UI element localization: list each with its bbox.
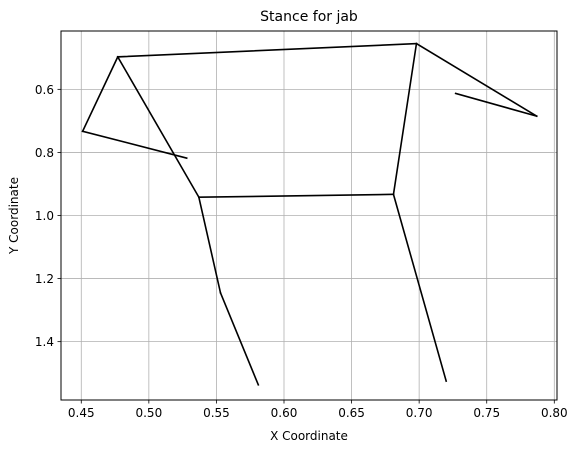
chart-title: Stance for jab bbox=[260, 9, 358, 25]
x-axis-title: X Coordinate bbox=[270, 429, 348, 443]
x-tick-label: 0.75 bbox=[473, 406, 500, 420]
x-tick-label: 0.65 bbox=[338, 406, 365, 420]
series-line-segment bbox=[392, 42, 418, 196]
y-tick-label: 1.4 bbox=[35, 335, 54, 349]
y-tick-label: 1.2 bbox=[35, 272, 54, 286]
series-line-segment bbox=[198, 193, 395, 199]
series-line-segment bbox=[116, 55, 200, 199]
series-line-segment bbox=[81, 130, 188, 160]
x-tick-label: 0.45 bbox=[68, 406, 95, 420]
x-tick-label: 0.60 bbox=[271, 406, 298, 420]
x-tick-label: 0.55 bbox=[203, 406, 230, 420]
series-line-segment bbox=[197, 196, 222, 294]
x-tick-label: 0.70 bbox=[406, 406, 433, 420]
stick-figure-lines bbox=[81, 42, 538, 386]
series-line-segment bbox=[219, 291, 260, 386]
axis-ticks: 0.45 0.50 0.55 0.60 0.65 0.70 0.75 0.80 0.6 0.8 1.… bbox=[35, 83, 568, 420]
y-axis-title: Y Coordinate bbox=[7, 177, 21, 255]
y-tick-label: 1.0 bbox=[35, 209, 54, 223]
series-line-segment bbox=[116, 42, 418, 58]
grid bbox=[61, 31, 557, 400]
y-tick-label: 0.8 bbox=[35, 146, 54, 160]
series-line-segment bbox=[454, 92, 538, 118]
y-tick-label: 0.6 bbox=[35, 83, 54, 97]
x-tick-label: 0.80 bbox=[541, 406, 568, 420]
series-line-segment bbox=[415, 42, 538, 118]
x-tick-label: 0.50 bbox=[135, 406, 162, 420]
series-line-segment bbox=[81, 55, 119, 133]
series-line-segment bbox=[392, 193, 448, 383]
